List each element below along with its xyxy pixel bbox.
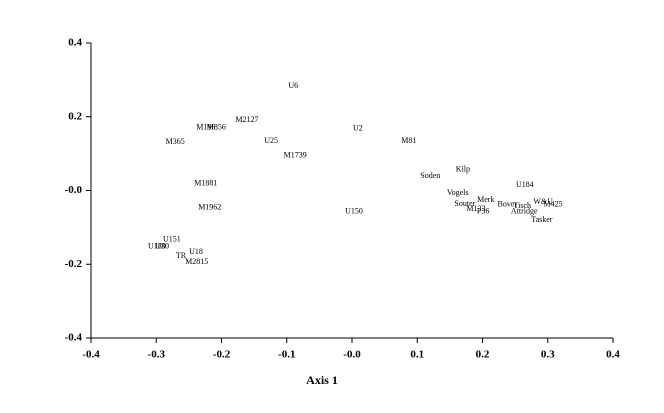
point-label: Attridge bbox=[511, 207, 538, 216]
point-label: P36 bbox=[477, 207, 489, 216]
x-axis-label: Axis 1 bbox=[306, 373, 338, 387]
point-label: Soden bbox=[420, 171, 440, 180]
point-label: U180 bbox=[148, 242, 166, 251]
point-label: U6 bbox=[288, 81, 298, 90]
x-tick-label: -0.4 bbox=[82, 349, 100, 361]
x-tick-label: 0.2 bbox=[476, 349, 490, 361]
point-label: TR bbox=[176, 251, 187, 260]
point-label: M81 bbox=[401, 136, 416, 145]
y-tick-label: 0.2 bbox=[68, 110, 82, 122]
point-label: U18 bbox=[189, 247, 203, 256]
x-tick-label: 0.1 bbox=[410, 349, 424, 361]
point-label: M1881 bbox=[194, 179, 217, 188]
point-label: M2815 bbox=[185, 257, 208, 266]
point-label: W&U bbox=[533, 197, 553, 206]
y-tick-label: -0.2 bbox=[65, 258, 83, 270]
x-tick-label: -0.2 bbox=[213, 349, 231, 361]
point-label: Tisch bbox=[514, 201, 532, 210]
point-label: Merk bbox=[477, 195, 494, 204]
point-label: M1962 bbox=[198, 203, 221, 212]
y-tick-label: -0.0 bbox=[65, 184, 83, 196]
point-label: U150 bbox=[345, 207, 363, 216]
x-tick-label: -0.3 bbox=[148, 349, 166, 361]
point-label: U30 bbox=[155, 242, 169, 251]
point-label: Souter bbox=[454, 199, 475, 208]
point-label: Vogels bbox=[447, 188, 469, 197]
point-label: M133 bbox=[466, 204, 485, 213]
y-tick-label: 0.4 bbox=[68, 37, 82, 49]
y-tick-label: -0.4 bbox=[65, 332, 83, 344]
point-label: Tasker bbox=[531, 215, 553, 224]
point-label: M856 bbox=[207, 123, 226, 132]
point-label: U2 bbox=[353, 124, 363, 133]
point-label: M196 bbox=[196, 123, 215, 132]
point-label: Kilp bbox=[456, 165, 470, 174]
point-label: U184 bbox=[516, 180, 534, 189]
x-tick-label: 0.3 bbox=[541, 349, 555, 361]
x-tick-label: -0.0 bbox=[343, 349, 361, 361]
point-label: M425 bbox=[543, 200, 562, 209]
point-label: U151 bbox=[163, 235, 181, 244]
point-label: M365 bbox=[166, 137, 185, 146]
x-tick-label: -0.1 bbox=[278, 349, 295, 361]
point-label: U25 bbox=[264, 136, 278, 145]
x-tick-label: 0.4 bbox=[606, 349, 620, 361]
point-label: M2127 bbox=[235, 115, 258, 124]
point-label: M1739 bbox=[284, 151, 307, 160]
point-label: Bover bbox=[498, 200, 518, 209]
